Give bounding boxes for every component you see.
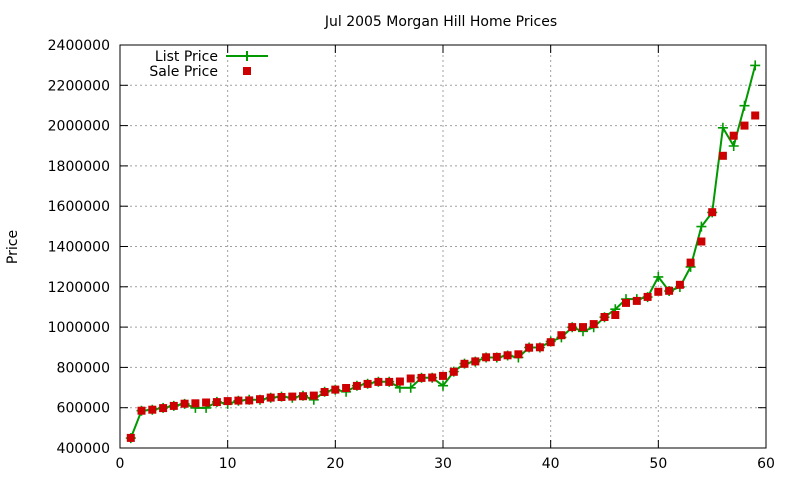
y-tick-label: 1000000 bbox=[48, 320, 110, 336]
y-tick-label: 1800000 bbox=[48, 159, 110, 175]
sale-price-point bbox=[169, 401, 178, 410]
sale-price-point bbox=[535, 343, 544, 352]
sale-price-point bbox=[632, 296, 641, 305]
y-tick-label: 400000 bbox=[57, 441, 110, 457]
sale-price-point bbox=[126, 433, 135, 442]
sale-price-point bbox=[406, 374, 415, 383]
sale-price-point bbox=[180, 399, 189, 408]
sale-price-point bbox=[589, 320, 598, 329]
sale-price-point bbox=[288, 392, 297, 401]
sale-price-point bbox=[568, 323, 577, 332]
sale-price-point bbox=[266, 393, 275, 402]
sale-price-point bbox=[514, 350, 523, 359]
sale-price-point bbox=[331, 385, 340, 394]
sale-price-point bbox=[277, 393, 286, 401]
plot-area bbox=[125, 60, 761, 444]
tick-labels: 400000 600000 800000 1000000 1200000 1400000 1… bbox=[48, 38, 775, 472]
sale-price-point bbox=[557, 331, 566, 340]
sale-price-point bbox=[697, 237, 706, 246]
sale-price-point bbox=[492, 352, 501, 361]
list-price-point bbox=[717, 122, 728, 133]
x-tick-label: 40 bbox=[542, 456, 560, 472]
sale-price-point bbox=[299, 392, 307, 401]
sale-price-point bbox=[137, 406, 146, 415]
sale-price-point bbox=[460, 359, 469, 368]
sale-price-point bbox=[202, 398, 211, 407]
legend-label-list-price: List Price bbox=[155, 49, 218, 65]
axis-ticks bbox=[119, 44, 767, 449]
sale-price-point bbox=[439, 371, 447, 380]
sale-price-point bbox=[320, 388, 329, 396]
sale-price-point bbox=[212, 398, 221, 407]
list-price-point bbox=[405, 382, 416, 393]
y-tick-label: 1400000 bbox=[48, 240, 110, 256]
legend-marker-sale-price bbox=[243, 67, 251, 75]
sale-price-point bbox=[525, 343, 534, 352]
sale-price-point bbox=[395, 377, 404, 386]
sale-price-point bbox=[449, 367, 458, 376]
sale-price-point bbox=[708, 208, 717, 217]
sale-price-point bbox=[482, 353, 491, 362]
sale-price-point bbox=[611, 311, 620, 319]
sale-price-point bbox=[342, 384, 351, 392]
sale-price-point bbox=[428, 373, 437, 382]
sale-price-point bbox=[643, 292, 652, 301]
x-tick-label: 60 bbox=[757, 456, 775, 472]
y-tick-label: 2400000 bbox=[48, 38, 110, 54]
sale-price-point bbox=[665, 286, 674, 295]
sale-price-point bbox=[654, 287, 663, 296]
legend: List Price Sale Price bbox=[149, 49, 268, 80]
list-price-point bbox=[438, 380, 448, 391]
sale-price-point bbox=[223, 397, 232, 406]
sale-price-point bbox=[675, 280, 684, 289]
sale-price-point bbox=[245, 396, 254, 405]
x-tick-label: 50 bbox=[649, 456, 667, 472]
sale-price-point bbox=[718, 151, 727, 160]
sale-price-point bbox=[352, 381, 361, 390]
list-price-point bbox=[750, 60, 761, 71]
y-tick-label: 600000 bbox=[57, 401, 110, 417]
sale-price-point bbox=[729, 131, 738, 140]
x-tick-label: 20 bbox=[326, 456, 344, 472]
sale-price-point bbox=[256, 395, 264, 404]
grid bbox=[120, 45, 766, 448]
sale-price-point bbox=[417, 373, 426, 382]
sale-price-point bbox=[374, 377, 383, 386]
legend-marker-list-price bbox=[242, 51, 252, 61]
sale-price-point bbox=[686, 258, 695, 267]
y-axis-label: Price bbox=[5, 230, 21, 264]
sale-price-point bbox=[740, 121, 749, 130]
sale-price-point bbox=[385, 377, 394, 386]
sale-price-point bbox=[309, 391, 318, 400]
y-tick-label: 2000000 bbox=[48, 119, 110, 135]
list-price-point bbox=[696, 221, 707, 232]
sale-price-point bbox=[363, 379, 372, 388]
y-tick-label: 800000 bbox=[57, 360, 110, 376]
list-price-point bbox=[728, 141, 739, 151]
y-tick-label: 2200000 bbox=[48, 78, 110, 94]
x-tick-label: 0 bbox=[116, 456, 125, 472]
sale-price-point bbox=[471, 357, 480, 366]
sale-price-point bbox=[546, 338, 555, 347]
sale-price-point bbox=[159, 404, 168, 413]
chart-title: Jul 2005 Morgan Hill Home Prices bbox=[324, 14, 557, 30]
y-tick-label: 1200000 bbox=[48, 280, 110, 296]
sale-price-point bbox=[234, 396, 243, 405]
x-tick-label: 30 bbox=[434, 456, 452, 472]
sale-price-point bbox=[579, 323, 587, 332]
x-tick-label: 10 bbox=[219, 456, 237, 472]
sale-price-point bbox=[191, 399, 200, 408]
sale-price-point bbox=[600, 313, 609, 321]
legend-label-sale-price: Sale Price bbox=[149, 64, 218, 80]
list-price-point bbox=[653, 271, 664, 282]
sale-price-point bbox=[751, 111, 760, 120]
sale-price-point bbox=[148, 405, 157, 414]
sale-price-point bbox=[503, 351, 512, 360]
list-price-point bbox=[739, 100, 750, 111]
sale-price-point bbox=[622, 298, 630, 307]
y-tick-label: 1600000 bbox=[48, 199, 110, 215]
